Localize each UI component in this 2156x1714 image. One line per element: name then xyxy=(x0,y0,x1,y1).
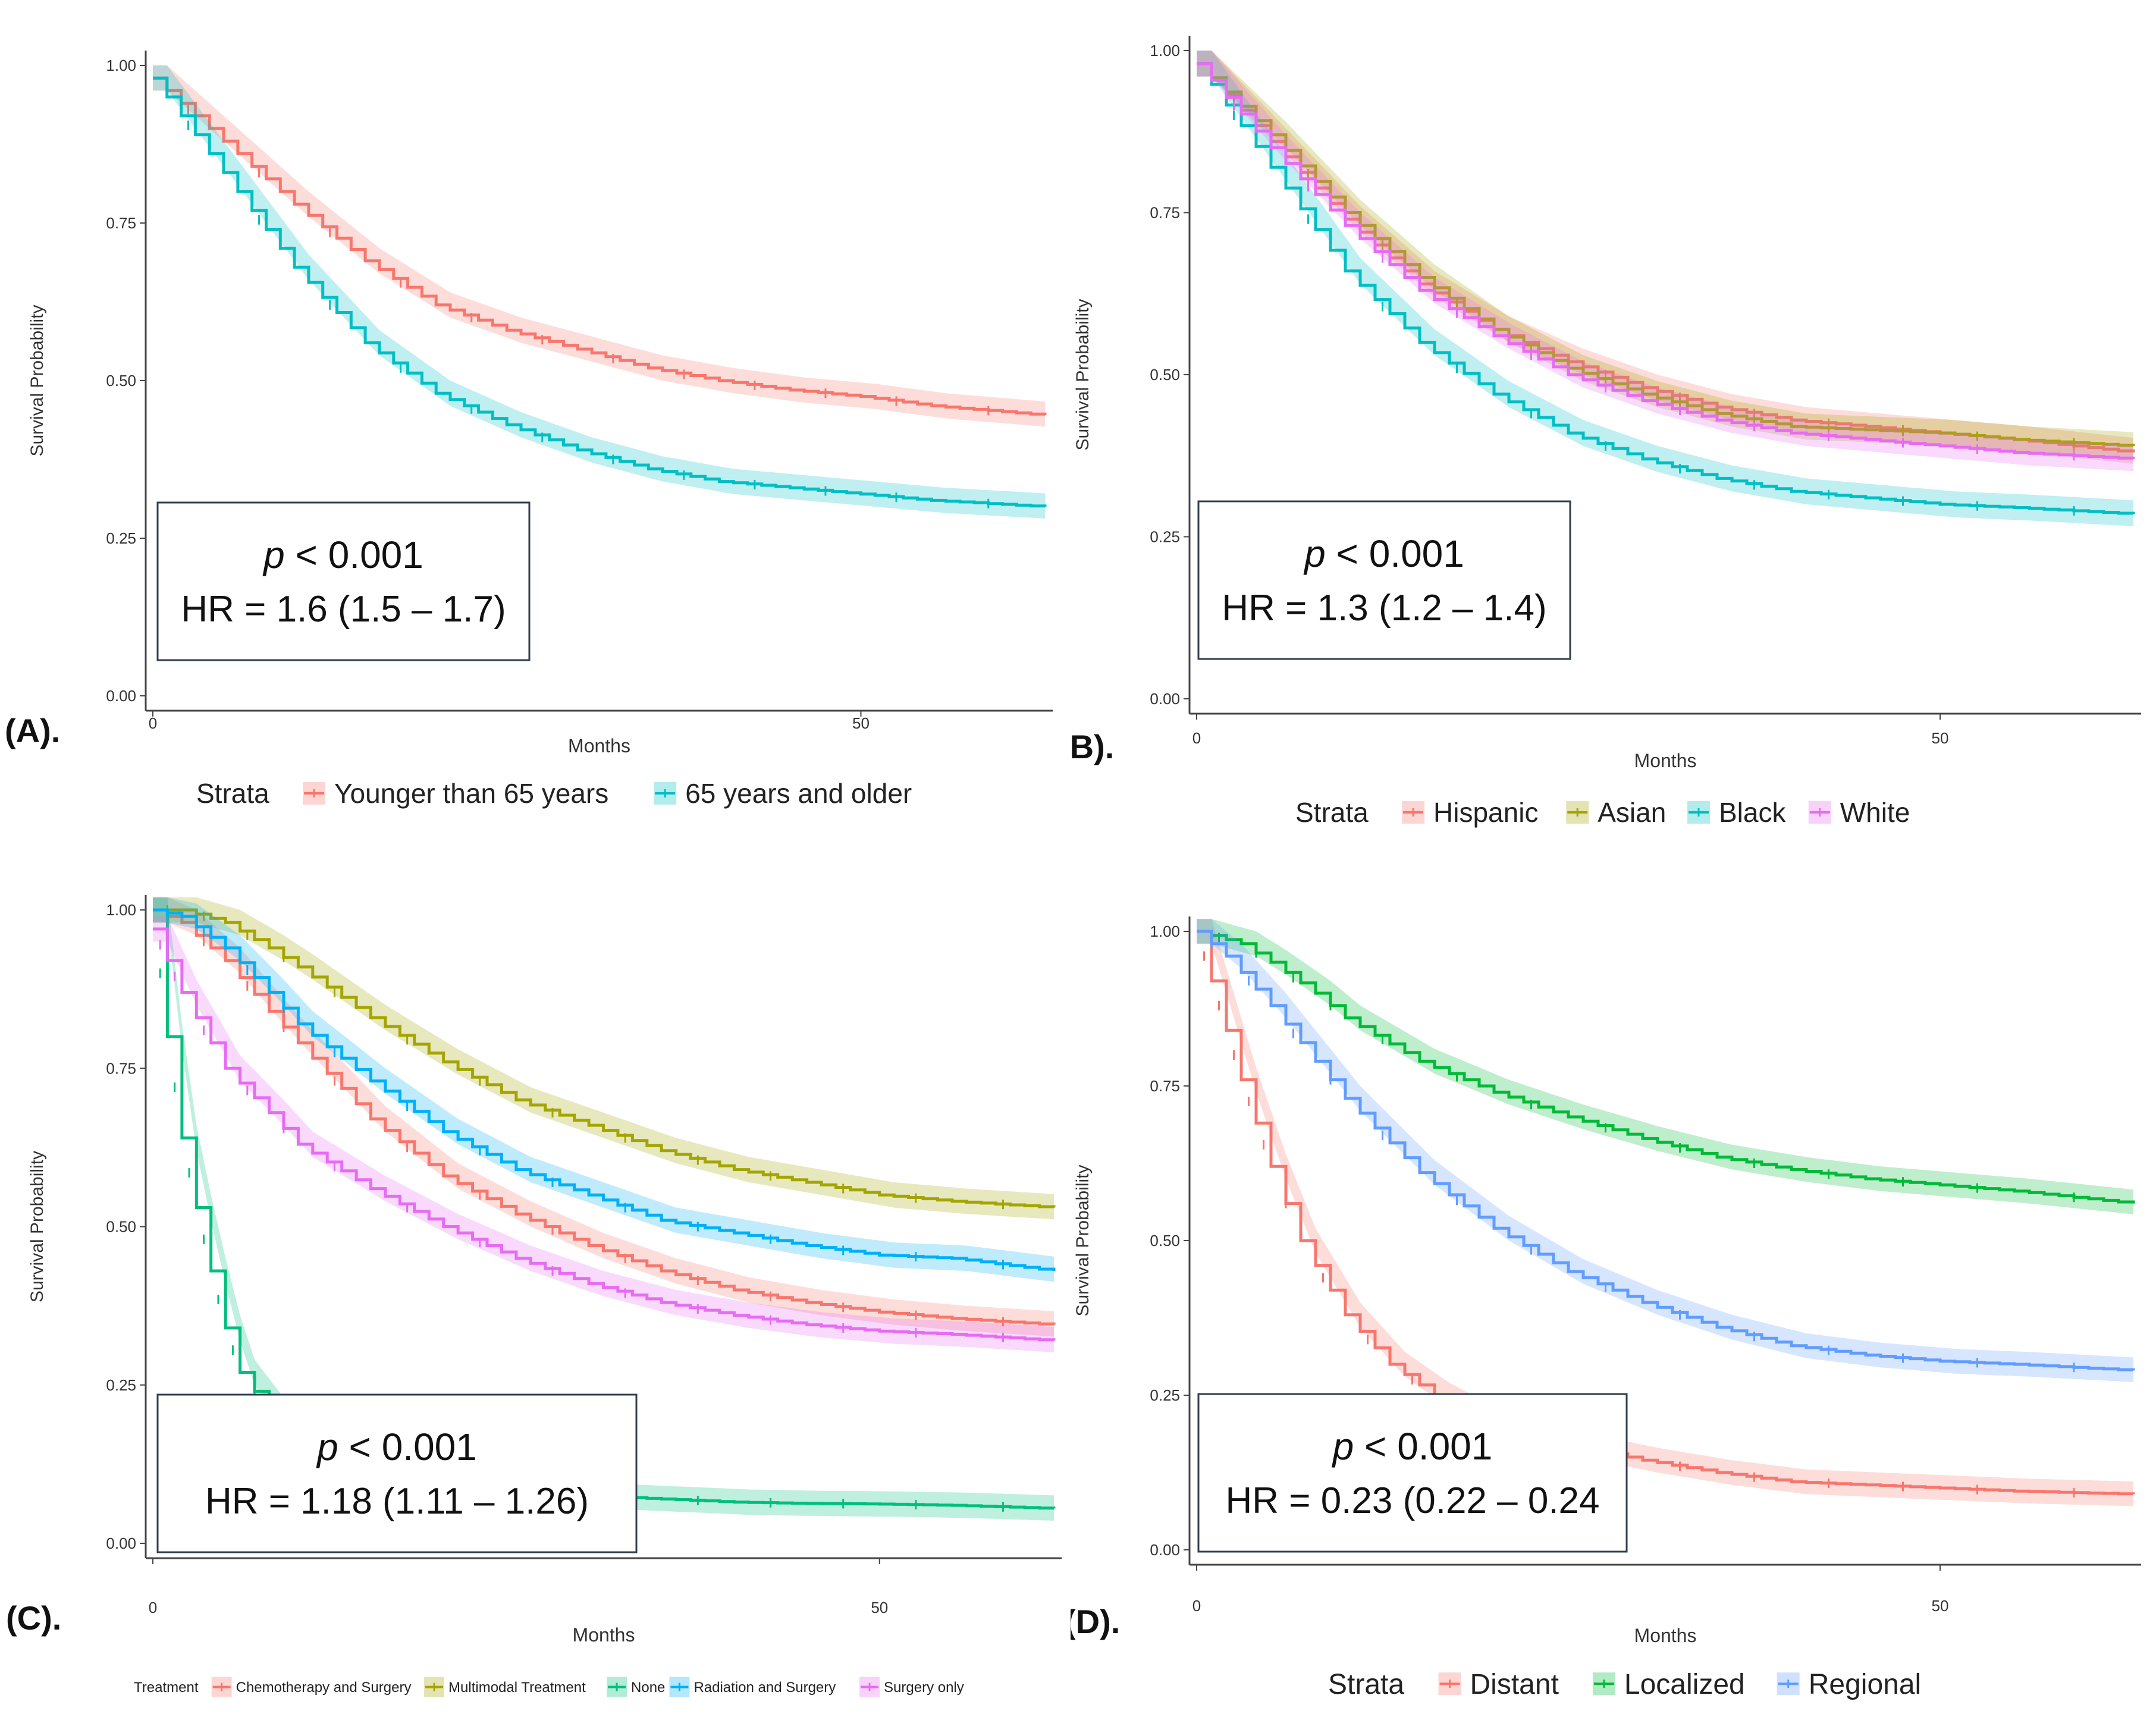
y-tick-label: 0.50 xyxy=(1150,366,1180,384)
y-tick-label: 0.25 xyxy=(106,529,136,547)
y-tick-label: 1.00 xyxy=(106,901,136,919)
y-tick-label: 0.00 xyxy=(1150,1541,1180,1559)
survival-curve-distant xyxy=(1197,930,2135,1496)
x-axis-label: Months xyxy=(1634,1625,1697,1646)
legend-title: Strata xyxy=(1328,1669,1404,1700)
x-tick-label: 0 xyxy=(1192,729,1201,747)
annotation-box xyxy=(1197,500,1571,660)
y-tick-label: 1.00 xyxy=(106,56,136,74)
legend-label-white: White xyxy=(1840,797,1910,828)
y-axis-label: Survival Probability xyxy=(1073,299,1093,450)
ci-band-younger-than-65-years xyxy=(153,65,1045,427)
p-value-text: p < 0.001 xyxy=(1332,1425,1493,1468)
x-axis-label: Months xyxy=(568,735,630,756)
y-tick-label: 0.25 xyxy=(1150,1386,1180,1404)
ci-band-black xyxy=(1197,51,2133,526)
chart-b: 0.00 0.25 0.50 0.75 1.00 0 50 Survival Probabil… xyxy=(1071,36,2141,828)
legend-title: Strata xyxy=(196,778,269,809)
annotation-box xyxy=(156,1393,638,1553)
survival-curve-localized xyxy=(1197,930,2135,1204)
survival-curve-radiation-and-surgery xyxy=(153,908,1056,1271)
panel-d: 0.00 0.25 0.50 0.75 1.00 0 50 Survival Probabil… xyxy=(1071,857,2156,1714)
x-tick-label: 0 xyxy=(1192,1597,1201,1615)
legend-label-asian: Asian xyxy=(1598,797,1666,828)
legend-label-65-years-and-older: 65 years and older xyxy=(685,778,912,809)
survival-curve-surgery-only xyxy=(153,927,1056,1342)
chart-c: 0.00 0.25 0.50 0.75 1.00 0 50 Survival Probabil… xyxy=(6,895,1062,1697)
p-value-text: p < 0.001 xyxy=(262,533,423,576)
x-axis-label: Months xyxy=(573,1624,635,1646)
legend-label-regional: Regional xyxy=(1809,1669,1921,1700)
ci-band-multimodal-treatment xyxy=(153,897,1054,1220)
y-tick-label: 0.75 xyxy=(106,214,136,232)
survival-curve-chemotherapy-and-surgery xyxy=(153,908,1056,1326)
legend-label-chemotherapy-and-surgery: Chemotherapy and Surgery xyxy=(236,1680,412,1696)
ci-band-white xyxy=(1197,51,2133,472)
legend-label-radiation-and-surgery: Radiation and Surgery xyxy=(693,1680,836,1696)
hazard-ratio-text: HR = 1.6 (1.5 – 1.7) xyxy=(181,589,506,630)
ci-band-hispanic xyxy=(1197,51,2133,464)
y-tick-label: 0.25 xyxy=(106,1376,136,1394)
y-tick-label: 0.50 xyxy=(106,1218,136,1236)
y-tick-label: 1.00 xyxy=(1150,42,1180,59)
survival-curve-asian xyxy=(1197,62,2135,447)
x-tick-label: 0 xyxy=(149,1599,157,1616)
survival-curve-white xyxy=(1197,62,2135,460)
legend-label-black: Black xyxy=(1719,797,1786,828)
legend-label-hispanic: Hispanic xyxy=(1433,797,1538,828)
x-tick-label: 50 xyxy=(1932,729,1949,747)
x-tick-label: 50 xyxy=(871,1599,888,1616)
x-tick-label: 50 xyxy=(1932,1597,1949,1615)
y-axis-label: Survival Probability xyxy=(27,1151,47,1302)
survival-curve-65-years-and-older xyxy=(153,76,1047,508)
y-axis-label: Survival Probability xyxy=(1073,1164,1093,1316)
legend-label-distant: Distant xyxy=(1470,1669,1559,1700)
panel-c: 0.00 0.25 0.50 0.75 1.00 0 50 Survival Probabil… xyxy=(0,833,1071,1714)
y-tick-label: 0.00 xyxy=(1150,690,1180,708)
survival-curve-regional xyxy=(1197,930,2135,1371)
survival-curve-multimodal-treatment xyxy=(153,908,1056,1208)
chart-a: 0.00 0.25 0.50 0.75 1.00 0 50 Survival Probabil… xyxy=(5,51,1053,809)
x-tick-label: 50 xyxy=(852,714,870,732)
annotation-box xyxy=(1197,1393,1628,1553)
survival-curve-younger-than-65-years xyxy=(153,76,1047,416)
p-value-text: p < 0.001 xyxy=(316,1426,477,1468)
hazard-ratio-text: HR = 0.23 (0.22 – 0.24 xyxy=(1225,1480,1599,1521)
legend-label-multimodal-treatment: Multimodal Treatment xyxy=(448,1680,586,1696)
hazard-ratio-text: HR = 1.18 (1.11 – 1.26) xyxy=(205,1481,589,1522)
ci-band-radiation-and-surgery xyxy=(153,897,1054,1282)
y-tick-label: 0.75 xyxy=(1150,204,1180,222)
y-tick-label: 0.00 xyxy=(106,1534,136,1552)
y-tick-label: 0.50 xyxy=(106,372,136,390)
x-tick-label: 0 xyxy=(149,714,157,732)
panel-label: (B). xyxy=(1071,728,1114,765)
x-axis-label: Months xyxy=(1634,750,1697,771)
y-tick-label: 0.75 xyxy=(1150,1077,1180,1095)
panel-label: (D). xyxy=(1071,1603,1120,1640)
legend-title: Treatment xyxy=(134,1680,199,1696)
panel-label: (A). xyxy=(5,712,60,749)
panel-a: 0.00 0.25 0.50 0.75 1.00 0 50 Survival Probabil… xyxy=(0,0,1071,833)
ci-band-localized xyxy=(1197,919,2133,1214)
legend-label-surgery-only: Surgery only xyxy=(884,1680,964,1696)
y-tick-label: 0.00 xyxy=(106,687,136,705)
chart-d: 0.00 0.25 0.50 0.75 1.00 0 50 Survival Probabil… xyxy=(1071,916,2141,1700)
y-tick-label: 1.00 xyxy=(1150,922,1180,940)
panel-b: 0.00 0.25 0.50 0.75 1.00 0 50 Survival Probabil… xyxy=(1071,0,2156,857)
legend-label-none: None xyxy=(631,1680,665,1696)
legend-label-localized: Localized xyxy=(1624,1669,1745,1700)
p-value-text: p < 0.001 xyxy=(1303,532,1464,575)
annotation-box xyxy=(156,501,531,661)
panel-label: (C). xyxy=(6,1599,61,1637)
legend-title: Strata xyxy=(1295,797,1369,828)
y-tick-label: 0.25 xyxy=(1150,528,1180,546)
y-tick-label: 0.50 xyxy=(1150,1232,1180,1250)
legend-label-younger-than-65-years: Younger than 65 years xyxy=(334,778,608,809)
y-tick-label: 0.75 xyxy=(106,1059,136,1077)
ci-band-65-years-and-older xyxy=(153,65,1045,519)
hazard-ratio-text: HR = 1.3 (1.2 – 1.4) xyxy=(1222,588,1546,629)
y-axis-label: Survival Probability xyxy=(27,304,47,456)
survival-curve-black xyxy=(1197,62,2135,515)
